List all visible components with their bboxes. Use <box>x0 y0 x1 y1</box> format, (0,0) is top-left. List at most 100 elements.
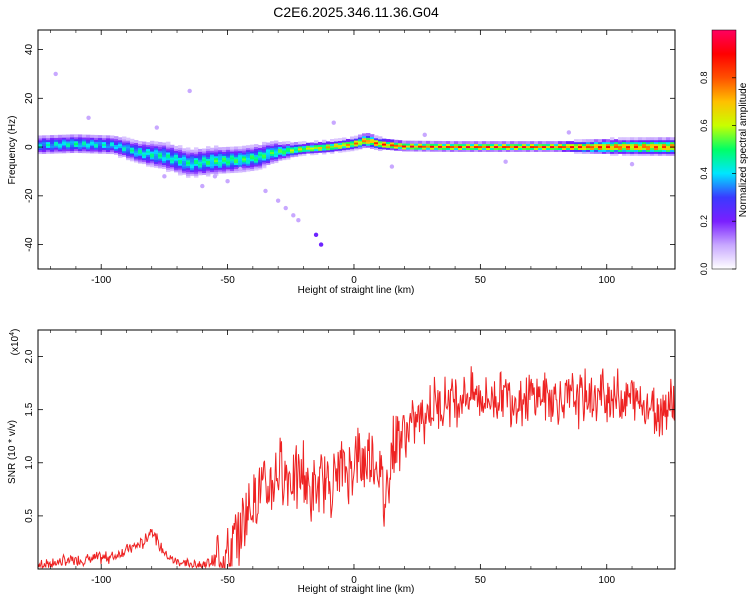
heat-cell <box>642 141 647 145</box>
heat-cell <box>514 148 519 152</box>
heat-cell <box>290 142 295 146</box>
heat-cell <box>618 145 623 149</box>
heat-cell <box>258 162 263 166</box>
heat-cell <box>610 145 615 149</box>
heat-cell <box>474 145 479 149</box>
heat-cell <box>70 146 75 150</box>
heat-cell <box>170 146 175 150</box>
heat-cell <box>230 146 235 150</box>
heat-cell <box>170 154 175 158</box>
heat-cell <box>62 150 67 154</box>
heat-cell <box>194 155 199 159</box>
heat-cell <box>638 145 643 149</box>
heat-cell <box>182 161 187 165</box>
heat-cell <box>194 161 199 165</box>
heat-cell <box>346 146 351 150</box>
heat-cell <box>554 141 559 145</box>
heat-cell <box>290 146 295 150</box>
heat-cell <box>58 140 63 144</box>
heat-cell <box>286 152 291 156</box>
heat-cell <box>186 153 191 157</box>
heat-cell <box>554 148 559 152</box>
heat-cell <box>670 152 675 156</box>
heat-cell <box>262 149 267 153</box>
heat-cell <box>234 154 239 158</box>
heat-cell <box>158 143 163 147</box>
heat-cell <box>182 165 187 169</box>
heat-cell <box>518 146 523 150</box>
heat-cell <box>602 139 607 143</box>
heat-cell <box>542 141 547 145</box>
heat-cell <box>394 143 399 147</box>
heat-cell <box>562 143 567 147</box>
heat-cell <box>518 141 523 145</box>
heat-cell <box>150 156 155 160</box>
heat-cell <box>478 145 483 149</box>
heat-cell <box>374 147 379 151</box>
heat-cell <box>206 155 211 159</box>
heat-cell <box>406 142 411 146</box>
heat-cell <box>106 141 111 145</box>
heat-cell <box>250 156 255 160</box>
heat-cell <box>634 148 639 152</box>
heat-cell <box>206 159 211 163</box>
heat-cell <box>198 150 203 154</box>
heat-cell <box>54 138 59 142</box>
heat-cell <box>434 140 439 144</box>
heat-cell <box>218 149 223 153</box>
heat-cell <box>334 146 339 150</box>
heat-cell <box>650 137 655 141</box>
heat-cell <box>238 159 243 163</box>
heat-cell <box>154 156 159 160</box>
heat-cell <box>502 146 507 150</box>
heat-cell <box>434 146 439 150</box>
heat-cell <box>318 143 323 147</box>
heat-cell <box>150 164 155 168</box>
heat-cell <box>186 166 191 170</box>
heat-cell <box>614 143 619 147</box>
heat-cell <box>594 146 599 150</box>
heat-cell <box>90 144 95 148</box>
heat-cell <box>78 136 83 140</box>
colorbar-tick-label: 0.0 <box>699 263 709 276</box>
heat-cell <box>430 148 435 152</box>
heat-cell <box>118 154 123 158</box>
heat-cell <box>238 152 243 156</box>
heat-cell <box>274 142 279 146</box>
heat-cell <box>462 146 467 150</box>
heat-cell <box>590 148 595 152</box>
heat-cell <box>122 136 127 140</box>
heat-cell <box>170 166 175 170</box>
heat-cell <box>354 137 359 141</box>
heat-cell <box>378 142 383 146</box>
heat-cell <box>286 150 291 154</box>
heat-cell <box>262 159 267 163</box>
heat-cell <box>262 143 267 147</box>
heat-cell <box>338 139 343 143</box>
heat-cell <box>210 151 215 155</box>
heat-cell <box>646 137 651 141</box>
heat-cell <box>166 141 171 145</box>
heat-cell <box>198 168 203 172</box>
heat-cell <box>262 157 267 161</box>
heat-cell <box>202 168 207 172</box>
heat-cell <box>126 153 131 157</box>
heat-cell <box>602 150 607 154</box>
heat-cell <box>346 144 351 148</box>
heat-cell <box>582 143 587 147</box>
heat-cell <box>198 154 203 158</box>
heat-cell <box>630 143 635 147</box>
heat-cell <box>178 145 183 149</box>
heat-cell <box>302 152 307 156</box>
heat-cell <box>186 159 191 163</box>
heat-cell <box>58 136 63 140</box>
snr-panel: -100 -50 0 50 100 0.5 1.0 1.5 2.0 Height of stra… <box>7 329 676 595</box>
heat-cell <box>390 139 395 143</box>
heat-cell <box>650 146 655 150</box>
heat-cell <box>614 152 619 156</box>
heat-cell <box>142 159 147 163</box>
heat-cell <box>414 140 419 144</box>
heat-cell <box>418 140 423 144</box>
colorbar-tick-label: 0.6 <box>699 119 709 132</box>
heat-speckle <box>283 205 288 211</box>
